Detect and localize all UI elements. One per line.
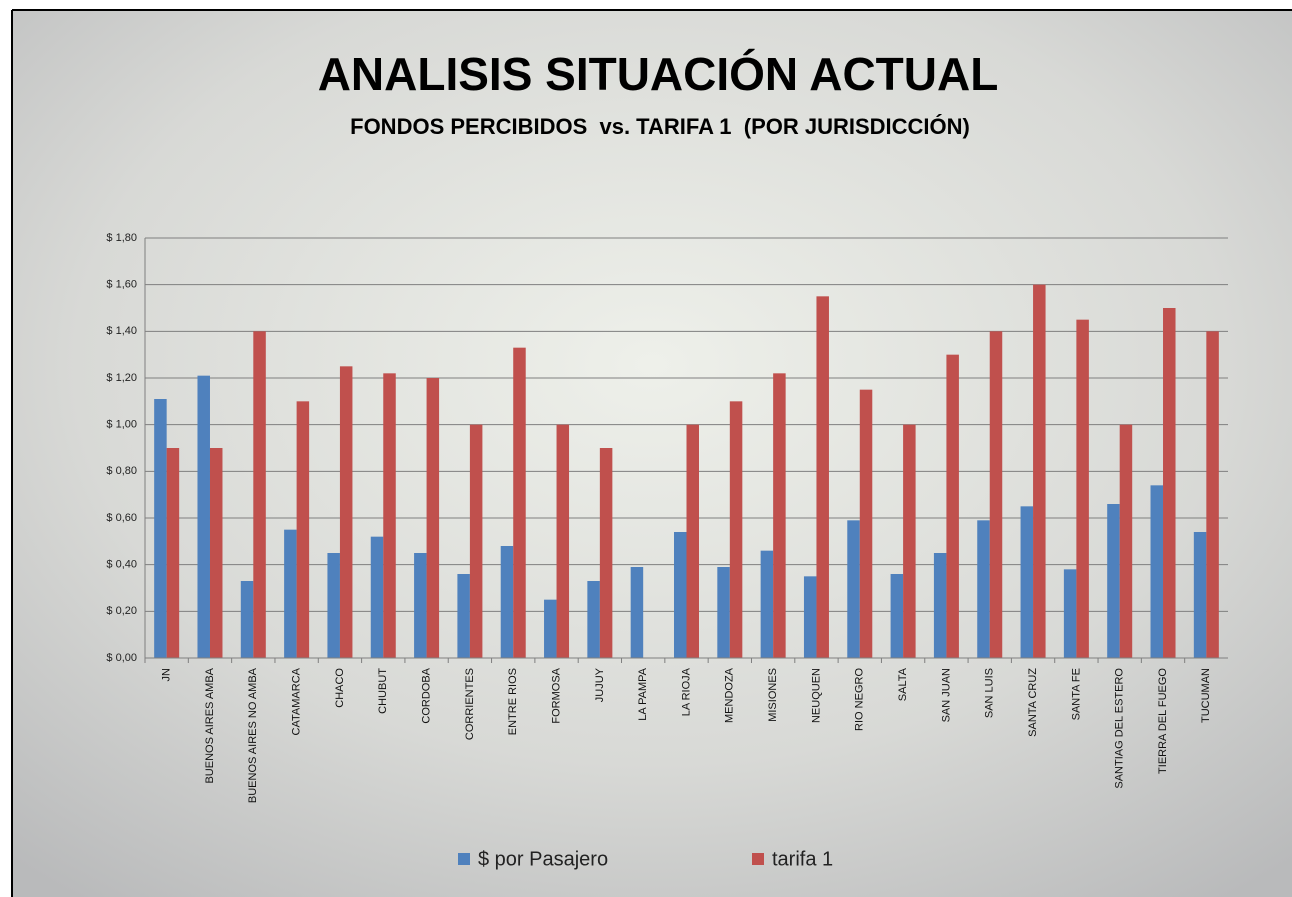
bar [1206,331,1219,658]
x-tick-label: CORDOBA [420,667,432,723]
bar [816,296,829,658]
bar [587,581,600,658]
bar [773,373,786,658]
chart-subtitle: FONDOS PERCIBIDOS vs. TARIFA 1 (POR JURI… [350,114,970,139]
x-tick-label: CORRIENTES [464,668,476,740]
bar [1033,284,1046,658]
bar [383,373,396,658]
bar [686,424,699,658]
bar [253,331,266,658]
x-tick-label: SALTA [897,667,909,701]
bar [240,581,254,658]
bar [166,448,180,658]
bar [426,378,440,658]
y-tick-label: $ 1,60 [106,279,137,291]
bar [599,448,613,658]
bar [339,366,353,658]
bar [717,567,730,658]
bar [989,331,1003,658]
bar [674,532,687,658]
x-tick-label: SAN LUIS [984,668,996,718]
x-tick-label: RIO NEGRO [854,668,866,731]
x-tick-label: BUENOS AIRES AMBA [204,667,216,783]
bar [1076,319,1089,658]
bar [197,375,210,658]
y-tick-label: $ 0,60 [106,512,137,524]
bar [859,389,873,658]
x-tick-label: SANTIAG DEL ESTERO [1114,668,1126,789]
x-tick-label: CATAMARCA [291,667,303,735]
bar [890,574,904,658]
bar [946,354,959,658]
bar [760,550,774,658]
bar [1150,485,1164,658]
bar [1063,569,1077,658]
x-tick-label: CHACO [334,668,346,708]
legend-swatch [458,853,470,865]
bar [513,347,526,658]
x-tick-label: MISIONES [767,668,779,722]
y-tick-label: $ 1,20 [106,372,137,384]
bar [630,567,644,658]
bar [729,401,743,658]
x-tick-label: SANTA FE [1070,668,1082,720]
y-tick-label: $ 0,80 [106,465,137,477]
bar [469,424,483,658]
bar [1107,504,1120,658]
y-tick-label: $ 0,00 [106,652,137,664]
y-tick-label: $ 1,40 [106,325,137,337]
x-tick-label: SAN JUAN [940,668,952,722]
x-tick-label: FORMOSA [550,667,562,723]
bar [457,574,470,658]
bar [154,399,167,658]
x-tick-label: JUJUY [594,667,606,702]
y-tick-label: $ 1,00 [106,419,137,431]
bar [414,553,427,658]
legend-swatch [752,853,764,865]
x-tick-label: MENDOZA [724,667,736,723]
y-tick-label: $ 1,80 [106,232,137,244]
bar [803,576,817,658]
bar [847,520,860,658]
x-tick-label: NEUQUEN [810,668,822,723]
bar [556,424,570,658]
y-tick-label: $ 0,20 [106,605,137,617]
x-tick-label: ENTRE RIOS [507,668,519,735]
y-tick-label: $ 0,40 [106,559,137,571]
x-tick-label: LA PAMPA [637,667,649,720]
bar [500,546,514,658]
bar [296,401,310,658]
bar [284,529,297,658]
bar [209,448,223,658]
x-tick-label: BUENOS AIRES NO AMBA [247,667,259,803]
bar [544,599,557,658]
bar [1020,506,1034,658]
chart-title: ANALISIS SITUACIÓN ACTUAL [318,48,999,100]
bar [903,424,916,658]
bar [1119,424,1133,658]
bar [370,536,384,658]
x-tick-label: SANTA CRUZ [1027,668,1039,737]
bar [1163,308,1176,658]
x-tick-label: TUCUMAN [1200,668,1212,723]
legend-label: $ por Pasajero [478,848,608,870]
x-tick-label: CHUBUT [377,668,389,714]
bar [327,553,340,658]
bar [977,520,990,658]
x-tick-label: LA RIOJA [680,667,692,716]
x-tick-label: JN [161,668,173,682]
bar [1193,532,1207,658]
bar [933,553,947,658]
x-tick-label: TIERRA DEL FUEGO [1157,668,1169,774]
legend-label: tarifa 1 [772,848,833,870]
